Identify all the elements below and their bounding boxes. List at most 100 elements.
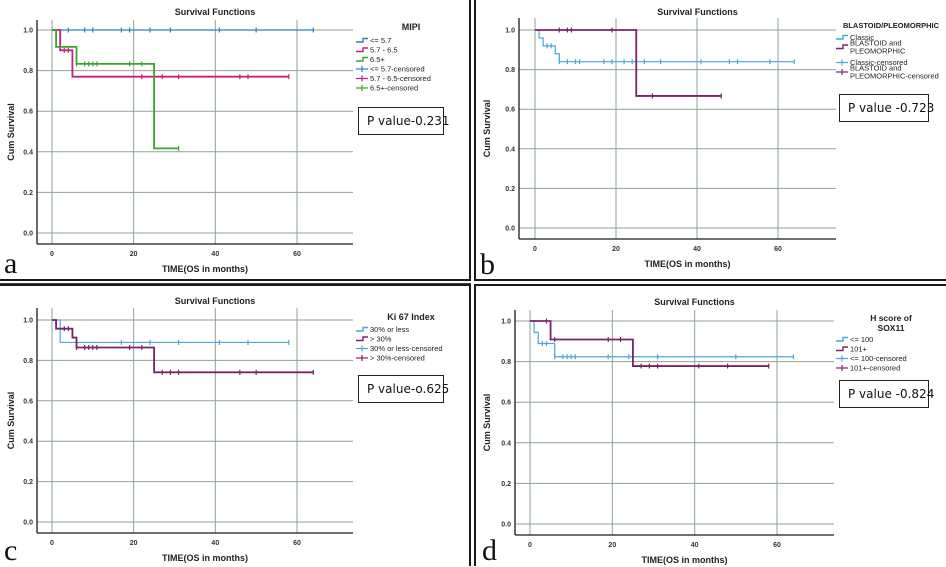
legend-label: Classic [850, 33, 874, 42]
legend-label: BLASTOID and PLEOMORPHIC [850, 39, 906, 56]
legend-label: 30% or less [370, 325, 409, 334]
chart-ki67-survival: Survival Functions 0.0 0.2 0.4 0.6 0.8 1.0 0 20 4… [6, 296, 443, 563]
survival-curve--30- [52, 319, 314, 374]
legend-entry: Classic [836, 33, 874, 42]
legend-entry: <= 100 [836, 335, 873, 344]
x-tick-label: 20 [612, 246, 620, 253]
legend-swatch-step [836, 34, 848, 40]
x-tick-label: 40 [691, 542, 699, 549]
panel-b-blastoid: Survival Functions 0.0 0.2 0.4 0.6 0.8 1.0 0 20 4… [474, 0, 946, 281]
x-tick-label: 60 [773, 542, 781, 549]
legend-label: 101+-censored [850, 364, 900, 373]
x-tick-label: 60 [293, 540, 301, 547]
y-tick-label: 1.0 [501, 319, 511, 326]
legend-label: 30% or less-censored [370, 344, 443, 353]
legend-label: 5.7 - 6.5-censored [370, 74, 431, 83]
legend-entry: > 30%-censored [356, 354, 425, 363]
legend-swatch-step [356, 326, 368, 332]
legend-label: 6.5+-censored [370, 84, 418, 93]
y-tick-label: 0.2 [23, 479, 33, 486]
panel-letter: b [480, 248, 495, 281]
y-tick-label: 0.6 [501, 400, 511, 407]
y-tick-label: 0.4 [23, 439, 33, 446]
legend-label: > 30%-censored [370, 354, 425, 363]
chart-title: Survival Functions [657, 7, 738, 17]
legend-entry: <= 100-censored [836, 354, 907, 363]
x-tick-label: 0 [50, 251, 54, 258]
legend-title: H score of SOX11 [870, 313, 912, 333]
legend-entry: 101+-censored [836, 364, 900, 373]
survival-curve-classic [535, 29, 795, 63]
x-tick-label: 40 [211, 251, 219, 258]
y-tick-label: 0.4 [501, 440, 511, 447]
x-axis-label: TIME(OS in months) [162, 264, 248, 274]
y-tick-label: 0.8 [23, 358, 33, 365]
y-tick-label: 0.4 [23, 149, 33, 156]
survival-curve-101- [530, 320, 769, 367]
survival-curve-6-5- [52, 29, 179, 150]
y-tick-label: 0.6 [23, 109, 33, 116]
y-axis-label: Cum Survival [482, 394, 492, 452]
y-tick-label: 0.8 [505, 67, 515, 74]
y-tick-label: 0.2 [23, 190, 33, 197]
legend-title: Ki 67 Index [387, 312, 435, 322]
panel-letter: c [4, 534, 18, 567]
survival-curve-30-or-less [52, 319, 289, 344]
y-tick-label: 0.6 [23, 398, 33, 405]
x-axis-label: TIME(OS in months) [642, 555, 728, 565]
y-tick-label: 0.2 [505, 186, 515, 193]
x-tick-label: 0 [50, 540, 54, 547]
legend-entry: 30% or less [356, 325, 409, 334]
y-axis-label: Cum Survival [6, 392, 16, 450]
x-axis-label: TIME(OS in months) [645, 259, 731, 269]
chart-title: Survival Functions [654, 297, 735, 307]
legend-label: <= 100 [850, 335, 873, 344]
y-tick-label: 1.0 [23, 28, 33, 35]
x-tick-label: 60 [774, 246, 782, 253]
x-tick-label: 20 [608, 542, 616, 549]
panel-letter: a [4, 247, 18, 280]
panel-letter: d [482, 534, 497, 567]
legend-label: Classic-censored [850, 58, 908, 67]
legend-entry: 6.5+ [356, 55, 385, 64]
x-tick-label: 40 [211, 540, 219, 547]
y-tick-label: 0.0 [505, 226, 515, 233]
legend-swatch-step [356, 47, 368, 53]
legend-swatch-step [836, 336, 848, 342]
legend-entry: 101+ [836, 345, 868, 354]
legend-label: <= 5.7 [370, 36, 391, 45]
p-value-box: P value -0.723 [839, 94, 934, 122]
legend-entry: 5.7 - 6.5-censored [356, 74, 431, 83]
chart-title: Survival Functions [175, 296, 256, 306]
chart-mipi-survival: Survival Functions 0.0 0.2 0.4 0.6 0.8 1.0 0 20 4… [6, 7, 431, 274]
p-value-box: P value-o.625 [358, 375, 449, 403]
legend-label: 101+ [850, 345, 868, 354]
legend-swatch-step [836, 346, 848, 352]
survival-curve-5-7-6-5 [52, 29, 289, 78]
p-value-box: P value -0.824 [839, 380, 934, 408]
x-tick-label: 0 [528, 542, 532, 549]
y-tick-label: 0.0 [23, 231, 33, 238]
legend-entry: BLASTOID and PLEOMORPHIC [836, 39, 906, 56]
chart-sox11-survival: Survival Functions 0.0 0.2 0.4 0.6 0.8 1.0 0 20 4… [482, 297, 912, 565]
x-tick-label: 40 [693, 246, 701, 253]
chart-blastoid-survival: Survival Functions 0.0 0.2 0.4 0.6 0.8 1.0 0 20 4… [482, 7, 940, 269]
legend-label: > 30% [370, 335, 392, 344]
y-tick-label: 0.6 [505, 107, 515, 114]
legend-swatch-step [356, 336, 368, 342]
y-tick-label: 0.8 [23, 68, 33, 75]
survival-curve-blastoid-and-pleomorphic [535, 29, 722, 97]
legend-label: <= 100-censored [850, 354, 907, 363]
y-tick-label: 0.0 [501, 522, 511, 529]
y-tick-label: 0.2 [501, 481, 511, 488]
legend-label: 6.5+ [370, 55, 385, 64]
chart-title: Survival Functions [175, 7, 256, 17]
x-tick-label: 60 [293, 251, 301, 258]
y-axis-label: Cum Survival [6, 103, 16, 161]
legend-entry: 30% or less-censored [356, 344, 443, 353]
legend-swatch-step [356, 37, 368, 43]
legend-title: MIPI [402, 22, 421, 32]
legend-label: 5.7 - 6.5 [370, 46, 398, 55]
y-tick-label: 1.0 [505, 28, 515, 35]
legend-entry: Classic-censored [836, 58, 908, 67]
